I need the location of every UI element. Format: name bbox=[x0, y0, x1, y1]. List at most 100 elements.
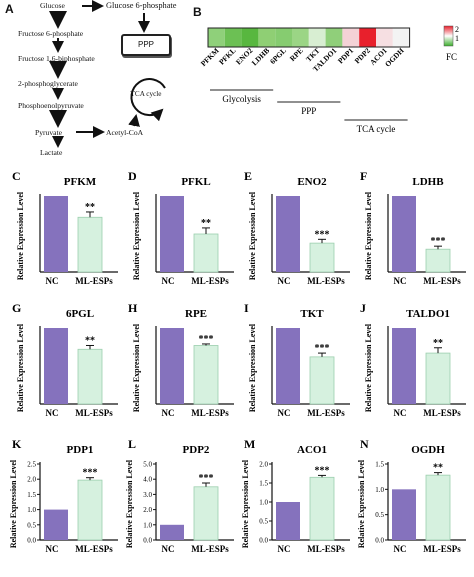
significance-marker: *** bbox=[199, 473, 214, 484]
bar-nc bbox=[392, 196, 416, 272]
y-axis-label: Relative Expression Level bbox=[248, 191, 257, 280]
chart-title-pfkm: PFKM bbox=[64, 176, 97, 188]
group-label-1: Glycolysis bbox=[222, 94, 261, 104]
bar-nc bbox=[44, 328, 68, 404]
chart-title-pdp2: PDP2 bbox=[183, 444, 210, 456]
bar-nc bbox=[276, 328, 300, 404]
bar-chart-k: K PDP1 0.0 0.5 1.0 1.5 2.0 2.5 Relative Expressi… bbox=[9, 437, 118, 554]
x-tick-label-nc: NC bbox=[394, 544, 407, 554]
y-axis-label: Relative Expression Level bbox=[16, 323, 25, 412]
bar-chart-d: D PFKL Relative Expression Level NC ML-ESPs *… bbox=[128, 169, 234, 286]
y-axis-label: Relative Expression Level bbox=[132, 323, 141, 412]
y-tick-label: 4.0 bbox=[143, 476, 152, 484]
heatmap-cell-pdp1 bbox=[342, 28, 360, 47]
x-tick-label-ml-esps: ML-ESPs bbox=[423, 544, 461, 554]
bar-ml-esps bbox=[77, 216, 103, 273]
heatmap-cell-ldhb bbox=[258, 28, 276, 47]
fc-legend-title: FC bbox=[446, 52, 457, 62]
bar-chart-i: I TKT Relative Expression Level NC ML-ESPs **… bbox=[244, 301, 350, 418]
bar-ml-esps bbox=[425, 248, 451, 273]
y-tick-label: 1.0 bbox=[375, 486, 384, 494]
chart-title-aco1: ACO1 bbox=[297, 444, 327, 456]
tca-cycle-circle bbox=[130, 78, 166, 122]
x-tick-label-ml-esps: ML-ESPs bbox=[191, 544, 229, 554]
heatmap-cell-pdp2 bbox=[359, 28, 376, 47]
chart-title-rpe: RPE bbox=[185, 308, 207, 320]
y-axis-label: Relative Expression Level bbox=[132, 191, 141, 280]
x-tick-label-ml-esps: ML-ESPs bbox=[75, 544, 113, 554]
heatmap-gene-label-ogdh: OGDH bbox=[383, 46, 406, 69]
y-tick-label: 1.0 bbox=[27, 506, 36, 514]
panel-label-n: N bbox=[360, 437, 369, 451]
y-tick-label: 0.0 bbox=[375, 537, 384, 545]
panel-label-i: I bbox=[244, 301, 249, 315]
y-tick-label: 1.5 bbox=[375, 461, 384, 469]
bar-chart-h: H RPE Relative Expression Level NC ML-ESPs **… bbox=[128, 301, 234, 418]
bar-chart-l: L PDP2 0.0 1.0 2.0 3.0 4.0 5.0 Relative Expressi… bbox=[125, 437, 234, 554]
x-tick-label-nc: NC bbox=[394, 276, 407, 286]
x-tick-label-ml-esps: ML-ESPs bbox=[191, 276, 229, 286]
chart-title-ogdh: OGDH bbox=[411, 444, 445, 456]
fc-legend-bar bbox=[443, 25, 454, 47]
bar-chart-j: J TALDO1 Relative Expression Level NC ML-ESP… bbox=[360, 301, 466, 418]
heatmap-gene-label-6pgl: 6PGL bbox=[268, 46, 288, 66]
panel-label-e: E bbox=[244, 169, 252, 183]
y-tick-label: 1.0 bbox=[143, 521, 152, 529]
x-tick-label-nc: NC bbox=[278, 544, 291, 554]
bar-nc bbox=[44, 196, 68, 272]
y-tick-label: 0.5 bbox=[259, 518, 268, 526]
heatmap-cell-aco1 bbox=[376, 28, 393, 47]
y-tick-label: 0.5 bbox=[27, 521, 36, 529]
y-axis-label: Relative Expression Level bbox=[364, 323, 373, 412]
panel-label-c: C bbox=[12, 169, 21, 183]
2pg-label: 2-phosphoglycerate bbox=[18, 79, 78, 88]
panel-label-h: H bbox=[128, 301, 138, 315]
y-tick-label: 0.0 bbox=[143, 537, 152, 545]
bar-ml-esps bbox=[425, 474, 451, 541]
bar-chart-m: M ACO1 0.0 0.5 1.0 1.5 2.0 Relative Expression … bbox=[241, 437, 350, 554]
g6p-label: Glucose 6-phosphate bbox=[106, 1, 177, 10]
x-tick-label-ml-esps: ML-ESPs bbox=[307, 276, 345, 286]
bar-ml-esps bbox=[309, 242, 335, 273]
chart-title-tkt: TKT bbox=[300, 308, 324, 320]
significance-marker: *** bbox=[431, 236, 446, 247]
panel-label-g: G bbox=[12, 301, 21, 315]
heatmap-gene-label-rpe: RPE bbox=[288, 46, 305, 63]
panel-a-label: A bbox=[5, 2, 14, 16]
acetylcoa-to-tca-arrow bbox=[128, 114, 140, 127]
significance-marker: *** bbox=[315, 229, 330, 240]
panel-label-j: J bbox=[360, 301, 366, 315]
glucose-label: Glucose bbox=[40, 1, 65, 10]
bar-ml-esps bbox=[425, 352, 451, 405]
heatmap-border bbox=[207, 27, 411, 48]
x-tick-label-ml-esps: ML-ESPs bbox=[191, 408, 229, 418]
x-tick-label-ml-esps: ML-ESPs bbox=[307, 408, 345, 418]
panel-b-label: B bbox=[193, 5, 202, 19]
pep-label: Phosphoenolpyruvate bbox=[18, 101, 84, 110]
x-tick-label-nc: NC bbox=[278, 276, 291, 286]
x-tick-label-nc: NC bbox=[394, 408, 407, 418]
f16bp-label: Fructose 1,6-biphosphate bbox=[18, 54, 95, 63]
y-axis-label: Relative Expression Level bbox=[241, 459, 250, 548]
x-tick-label-nc: NC bbox=[46, 276, 59, 286]
y-tick-label: 2.0 bbox=[27, 476, 36, 484]
heatmap-gene-label-pdp1: PDP1 bbox=[336, 46, 356, 66]
x-tick-label-nc: NC bbox=[162, 408, 175, 418]
bar-nc bbox=[44, 509, 68, 540]
bar-nc bbox=[160, 524, 184, 540]
significance-marker: *** bbox=[83, 468, 98, 479]
significance-marker: ** bbox=[433, 463, 443, 474]
bar-ml-esps bbox=[309, 476, 335, 541]
y-axis-label: Relative Expression Level bbox=[248, 323, 257, 412]
heatmap-cell-6pgl bbox=[275, 28, 292, 47]
y-tick-label: 1.5 bbox=[259, 480, 268, 488]
chart-title-ldhb: LDHB bbox=[412, 176, 444, 188]
significance-marker: *** bbox=[315, 465, 330, 476]
significance-marker: ** bbox=[85, 335, 95, 346]
heatmap-cell-pfkl bbox=[224, 28, 242, 47]
bar-chart-n: N OGDH 0.0 0.5 1.0 1.5 Relative Expression Lev… bbox=[357, 437, 466, 554]
heatmap-cell-tkt bbox=[308, 28, 326, 47]
heatmap-cell-pfkm bbox=[208, 28, 225, 47]
f6p-label: Fructose 6-phosphate bbox=[18, 29, 84, 38]
